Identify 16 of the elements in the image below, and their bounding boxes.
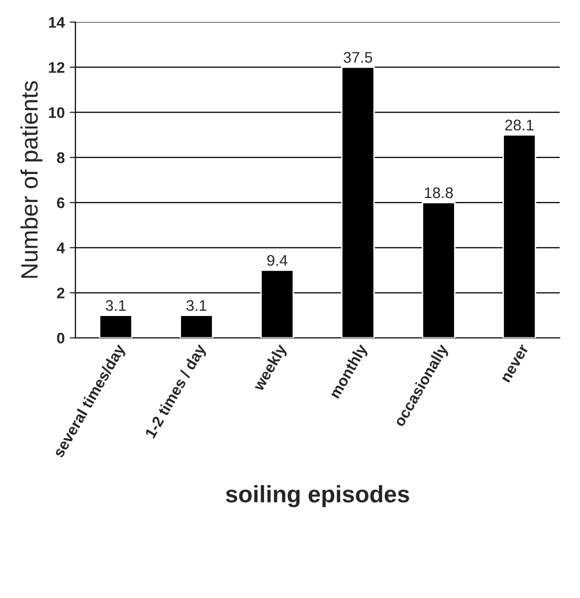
x-axis-title: soiling episodes xyxy=(226,485,410,508)
annotation: 3.1 xyxy=(106,300,126,311)
annotation: 9.4 xyxy=(267,254,288,266)
y-tick-label: 10 xyxy=(48,107,64,118)
y-tick-label: 8 xyxy=(56,152,65,164)
annotation: 28.1 xyxy=(505,120,534,130)
y-tick-label: 4 xyxy=(56,242,65,254)
y-tick-label: 2 xyxy=(57,288,64,298)
y-tick-label: 6 xyxy=(57,197,64,208)
y-tick-label: 0 xyxy=(57,332,64,344)
y-tick-label: 14 xyxy=(48,17,65,28)
annotation: 37.5 xyxy=(344,52,372,63)
annotation: 18.8 xyxy=(424,187,453,198)
y-tick-label: 12 xyxy=(48,62,64,73)
y-axis-title: Number of patients xyxy=(20,81,42,278)
annotation: 3.1 xyxy=(186,300,206,311)
